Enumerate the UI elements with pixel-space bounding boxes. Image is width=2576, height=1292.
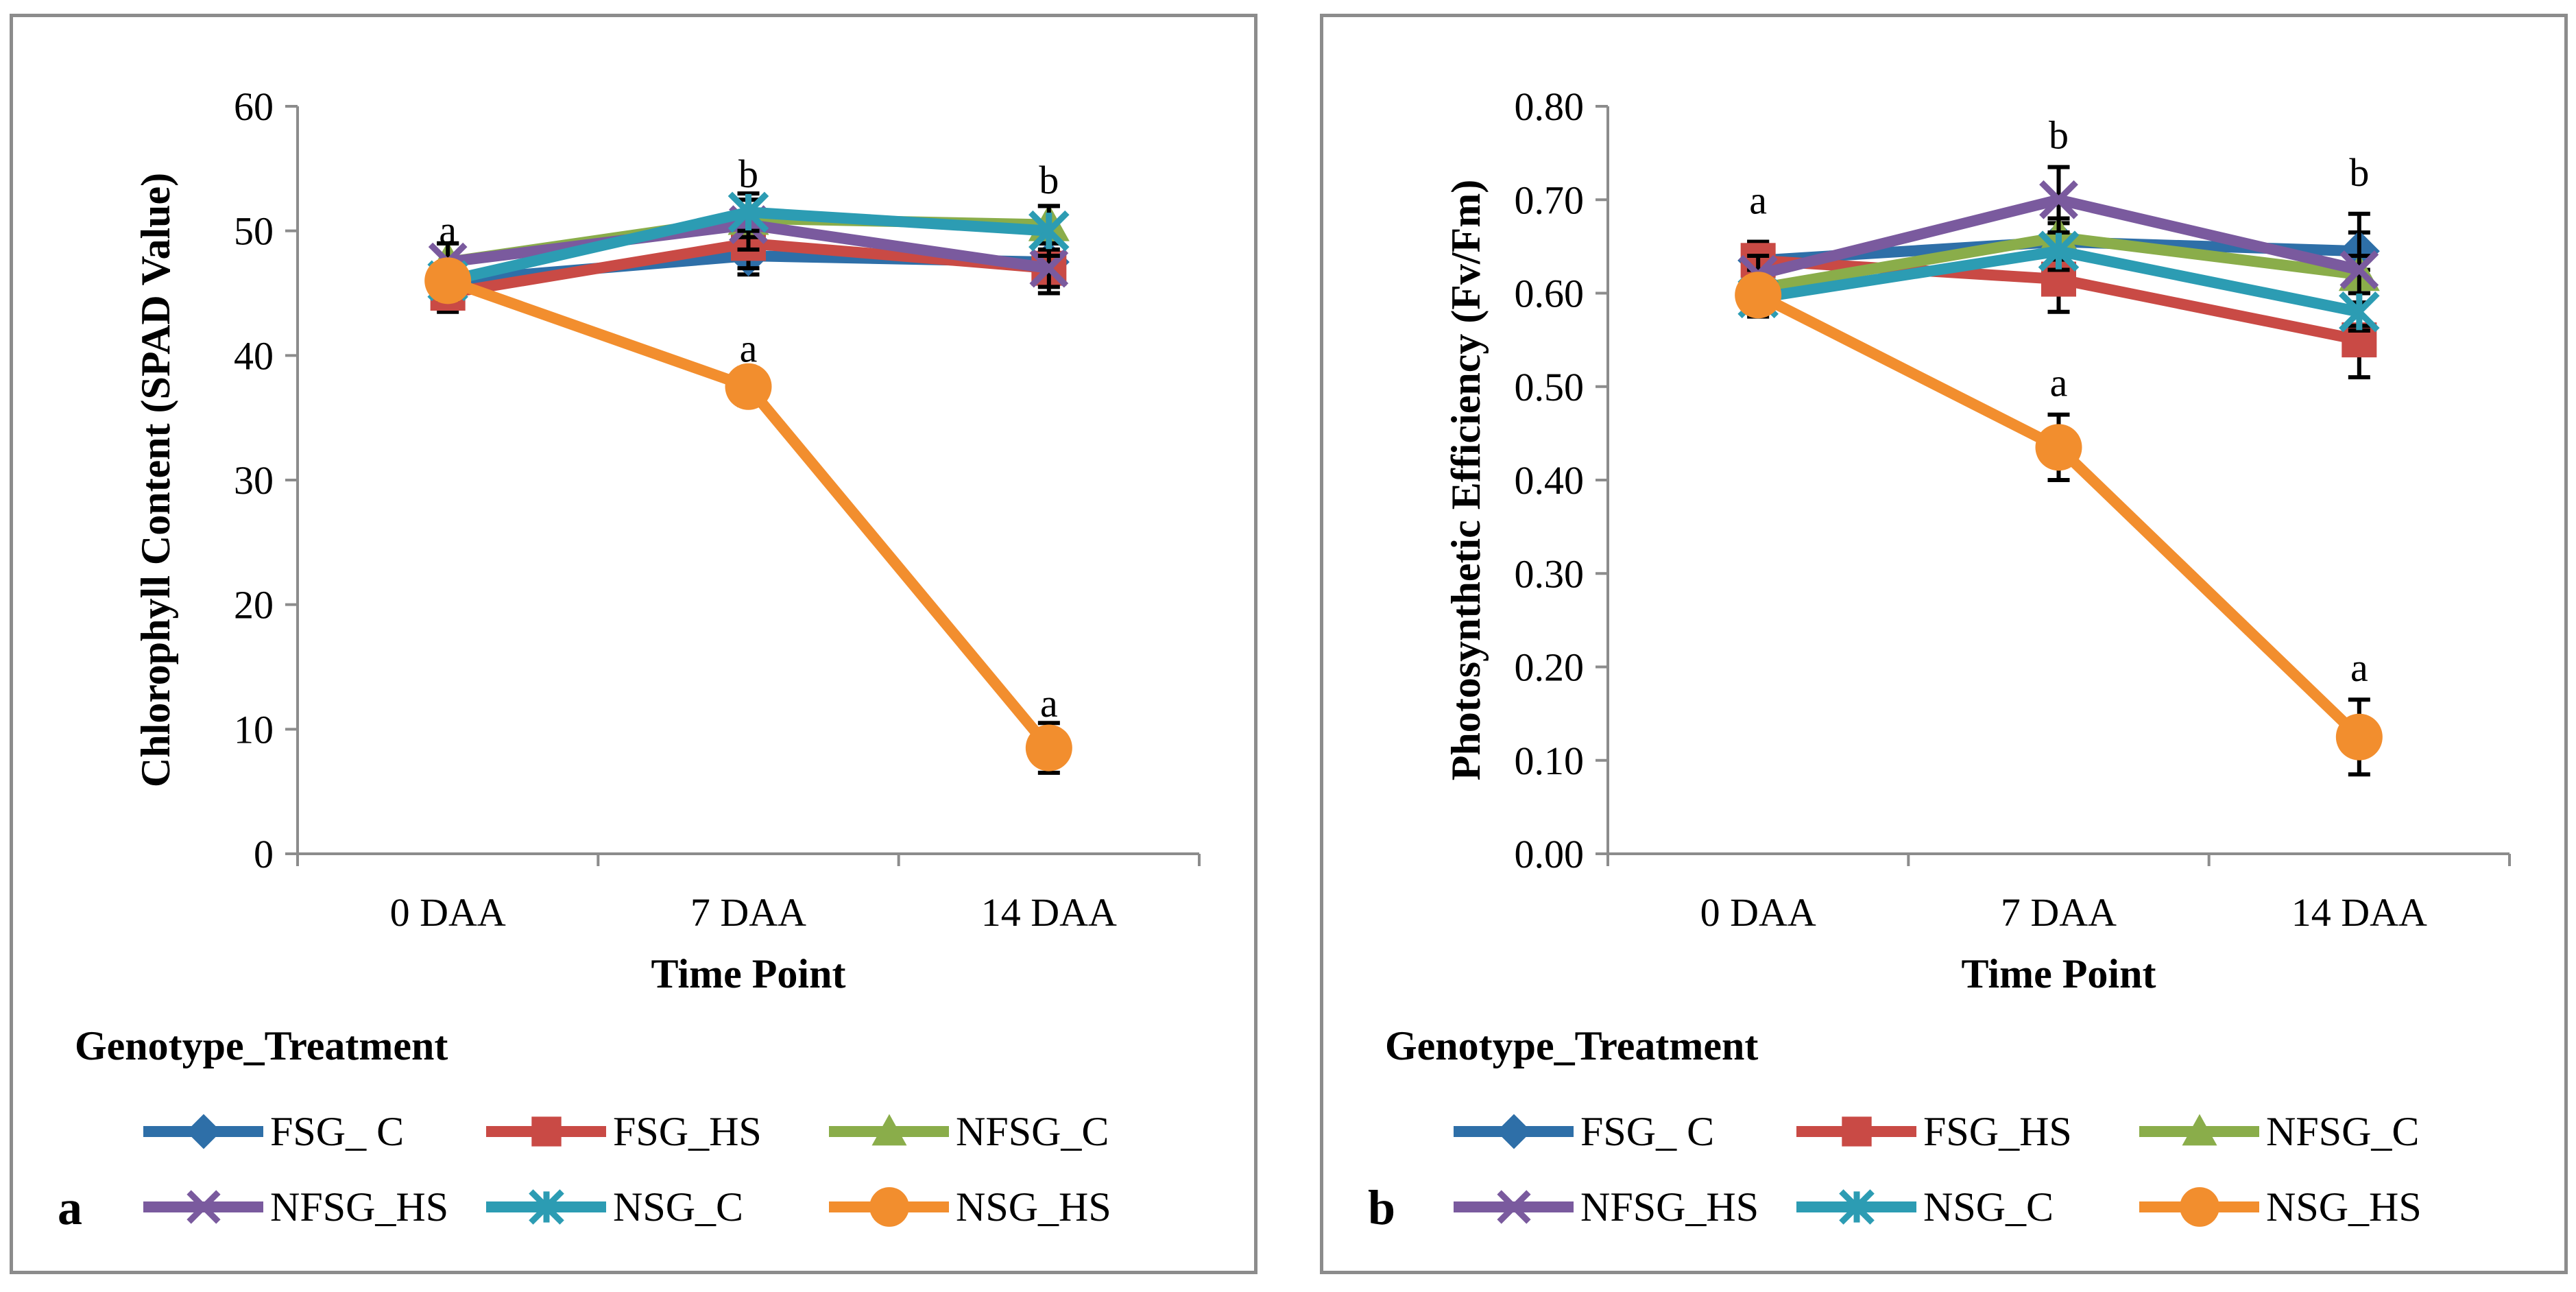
data-point xyxy=(725,363,772,410)
data-point xyxy=(2035,424,2082,471)
data-point xyxy=(2339,291,2380,333)
data-point xyxy=(1735,272,1782,319)
legend-label: NFSG_C xyxy=(2266,1109,2419,1154)
y-tick-label: 10 xyxy=(234,707,274,752)
x-axis-title: Time Point xyxy=(651,951,846,996)
data-point xyxy=(1029,248,1069,288)
legend-label: FSG_ C xyxy=(1580,1109,1714,1154)
y-tick-label: 0.50 xyxy=(1515,365,1585,409)
series-nsg-hs xyxy=(424,257,1072,775)
legend-item: NFSG_HS xyxy=(143,1184,448,1230)
legend-marker xyxy=(1496,1114,1532,1149)
legend-label: NSG_HS xyxy=(2266,1184,2422,1230)
data-point xyxy=(1028,210,1070,252)
significance-letter: b xyxy=(2049,112,2069,157)
y-tick-label: 0.60 xyxy=(1515,272,1585,316)
x-tick-label: 14 DAA xyxy=(2291,890,2427,935)
y-tick-label: 0.30 xyxy=(1515,551,1585,596)
x-tick-label: 14 DAA xyxy=(981,890,1117,935)
data-point xyxy=(2039,180,2078,219)
x-tick-label: 7 DAA xyxy=(690,890,806,935)
x-tick-label: 7 DAA xyxy=(2001,890,2117,935)
data-point xyxy=(2339,250,2379,289)
y-axis-title: Chlorophyll Content (SPAD Value) xyxy=(133,173,178,787)
data-point xyxy=(1025,724,1072,771)
legend-marker xyxy=(1839,1189,1875,1225)
legend-marker xyxy=(2182,1114,2217,1146)
y-tick-label: 0.40 xyxy=(1515,458,1585,503)
chart-svg-a: 0 10 20 30 40 50 60 0 DAA 7 DAA 14 DAA Time Point C… xyxy=(58,84,1201,1235)
series-nsg-hs xyxy=(1735,272,2383,777)
significance-letter: a xyxy=(740,326,758,370)
y-tick-label: 40 xyxy=(234,333,274,378)
legend-item: FSG_HS xyxy=(486,1109,762,1154)
panel-label: a xyxy=(58,1180,82,1235)
legend-marker xyxy=(869,1187,909,1227)
legend-item: NFSG_C xyxy=(2139,1109,2419,1154)
significance-letter: b xyxy=(2349,150,2369,195)
significance-letter: a xyxy=(1749,178,1767,223)
significance-letter: a xyxy=(439,208,457,252)
series-nsg-c xyxy=(427,191,1070,302)
significance-letter: b xyxy=(738,152,758,196)
y-tick-label: 30 xyxy=(234,458,274,503)
legend-marker xyxy=(531,1116,562,1147)
y-tick-label: 0.80 xyxy=(1515,84,1585,129)
legend-marker xyxy=(1842,1116,1872,1147)
significance-letter: a xyxy=(2050,360,2068,405)
legend-label: NFSG_HS xyxy=(1580,1184,1759,1230)
y-tick-label: 0.00 xyxy=(1515,832,1585,876)
legend-label: NSG_C xyxy=(613,1184,743,1230)
significance-letter: b xyxy=(1039,158,1059,202)
legend-marker xyxy=(1497,1190,1531,1224)
legend-item: NSG_HS xyxy=(2139,1184,2422,1230)
legend-label: NSG_HS xyxy=(956,1184,1111,1230)
chart-panel-b: 0.00 0.10 0.20 0.30 0.40 0.50 0.60 0.70 0.80 0 DA… xyxy=(1320,14,2568,1274)
y-tick-label: 50 xyxy=(234,209,274,254)
x-tick-label: 0 DAA xyxy=(1700,890,1816,935)
legend-label: NFSG_C xyxy=(956,1109,1109,1154)
y-tick-label: 0.10 xyxy=(1515,739,1585,783)
y-tick-label: 20 xyxy=(234,583,274,627)
data-point xyxy=(424,257,472,304)
legend-title: Genotype_Treatment xyxy=(75,1023,448,1068)
chart-panel-a: 0 10 20 30 40 50 60 0 DAA 7 DAA 14 DAA Time Point C… xyxy=(10,14,1257,1274)
legend-item: FSG_HS xyxy=(1796,1109,2072,1154)
legend-item: NSG_C xyxy=(1796,1184,2054,1230)
legend-item: NFSG_C xyxy=(829,1109,1109,1154)
legend-marker xyxy=(2180,1187,2219,1227)
y-tick-label: 0.20 xyxy=(1515,645,1585,690)
data-point xyxy=(727,191,769,233)
y-tick-label: 0.70 xyxy=(1515,178,1585,222)
y-axis-title: Photosynthetic Efficiency (Fv/Fm) xyxy=(1443,180,1489,780)
legend-marker xyxy=(186,1190,221,1224)
panel-label: b xyxy=(1368,1180,1395,1235)
legend-label: FSG_ C xyxy=(270,1109,404,1154)
legend-label: FSG_HS xyxy=(1923,1109,2072,1154)
legend-title: Genotype_Treatment xyxy=(1385,1023,1758,1068)
y-tick-label: 60 xyxy=(234,84,274,129)
legend-item: FSG_ C xyxy=(143,1109,404,1154)
chart-svg-b: 0.00 0.10 0.20 0.30 0.40 0.50 0.60 0.70 0.80 0 DA… xyxy=(1368,84,2511,1235)
legend-marker xyxy=(529,1189,564,1225)
x-tick-label: 0 DAA xyxy=(390,890,506,935)
legend-label: NSG_C xyxy=(1923,1184,2054,1230)
significance-letter: a xyxy=(1040,681,1058,726)
y-tick-label: 0 xyxy=(254,832,274,876)
significance-letter: a xyxy=(2350,645,2368,690)
legend-label: FSG_HS xyxy=(613,1109,762,1154)
legend-marker xyxy=(871,1114,907,1146)
data-point xyxy=(2038,230,2080,272)
legend-marker xyxy=(186,1114,221,1149)
legend-label: NFSG_HS xyxy=(270,1184,448,1230)
x-axis-title: Time Point xyxy=(1962,951,2156,996)
legend-item: FSG_ C xyxy=(1454,1109,1714,1154)
legend-item: NSG_C xyxy=(486,1184,743,1230)
legend-item: NFSG_HS xyxy=(1454,1184,1759,1230)
data-point xyxy=(2335,713,2383,761)
legend-item: NSG_HS xyxy=(829,1184,1111,1230)
